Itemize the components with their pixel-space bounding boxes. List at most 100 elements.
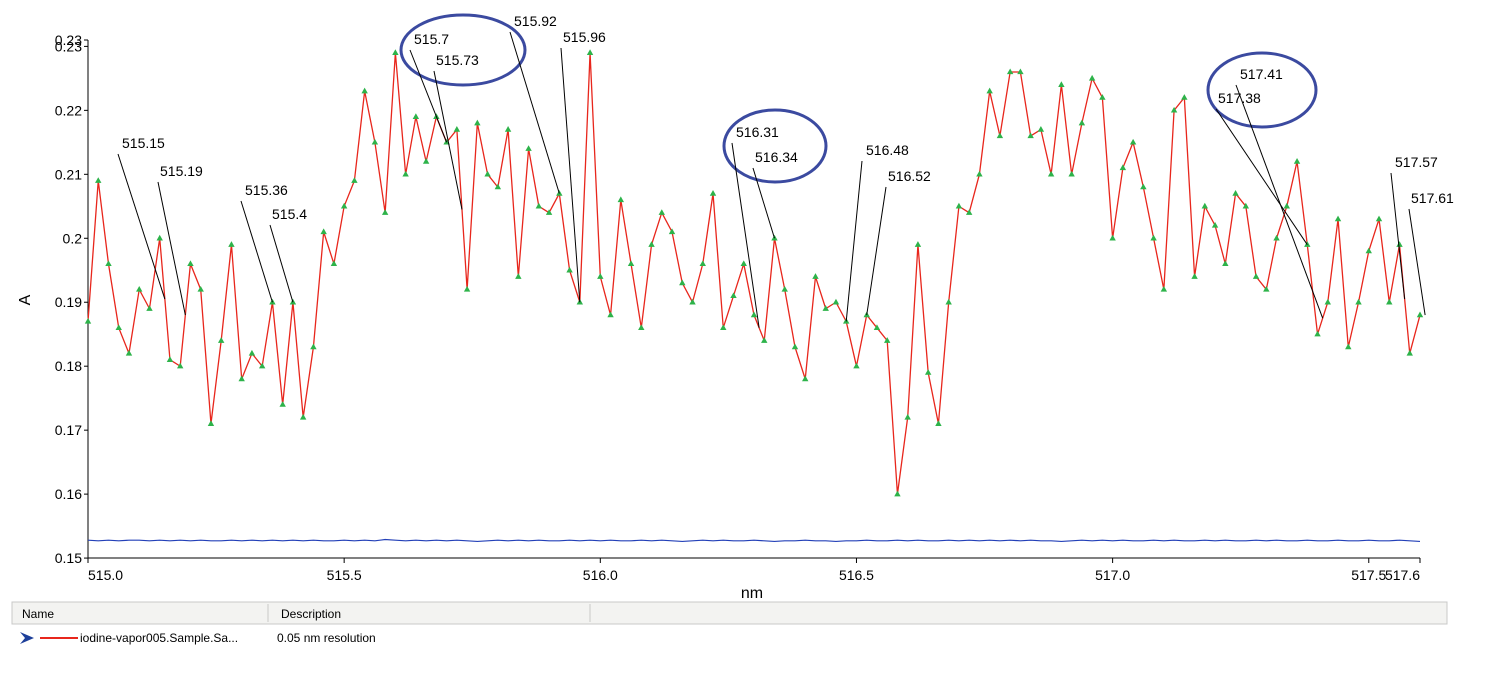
legend-header-name: Name [22,607,54,621]
data-marker [453,126,461,132]
annotation-leader [409,49,448,143]
annotation-label: 515.73 [436,52,479,68]
data-marker [1191,273,1198,279]
annotation-leader [731,142,760,328]
data-marker [976,170,983,177]
data-marker [330,260,338,267]
x-tick-label: 517.6 [1385,567,1420,583]
data-marker [627,260,635,267]
x-tick-label: 516.5 [839,567,874,583]
data-marker [1211,221,1219,228]
data-marker [648,241,655,247]
data-marker [945,298,952,305]
annotation-leader [433,70,463,210]
data-marker [166,356,174,363]
data-marker [474,119,481,126]
data-marker [904,413,911,420]
row-arrow-icon [20,632,34,644]
data-marker [463,285,471,292]
data-marker [392,49,399,55]
data-marker [1293,158,1301,164]
data-marker [597,273,604,279]
data-marker [566,266,573,273]
y-tick-label: 0.16 [55,486,82,502]
data-marker [894,490,901,497]
data-marker [351,177,358,183]
data-marker [924,369,932,375]
annotation-label: 515.36 [245,182,288,198]
legend-series-description: 0.05 nm resolution [277,631,376,645]
data-marker [1252,273,1260,279]
data-marker [1314,330,1321,337]
y-tick-label: 0.2 [63,230,83,246]
legend-header [11,601,1448,625]
data-marker [535,202,543,209]
data-marker [1140,183,1147,190]
legend-series-name[interactable]: iodine-vapor005.Sample.Sa... [80,631,238,645]
data-marker [258,362,266,369]
data-marker [228,241,235,247]
data-marker [1355,298,1362,305]
data-marker [1375,215,1383,222]
data-marker [422,158,430,164]
annotation-label: 516.52 [888,168,931,184]
data-marker [340,202,348,209]
data-marker [1334,215,1342,222]
annotation-leader [560,47,581,303]
data-marker [638,324,645,331]
annotation-leader [752,167,775,239]
data-marker [412,113,420,119]
data-marker [515,273,522,279]
data-marker [279,401,286,407]
data-marker [525,145,532,151]
data-marker [1129,138,1137,145]
data-marker [1345,343,1352,350]
data-marker [310,343,317,350]
annotation-leader [1235,84,1324,319]
data-marker [381,209,389,215]
y-tick-label: 0.22 [55,102,82,118]
data-marker [1078,119,1086,126]
annotation-leader [117,153,166,300]
data-marker [1283,202,1290,209]
x-tick-label: 516.0 [583,567,618,583]
data-marker [965,209,973,215]
y-tick-label: 0.19 [55,294,82,310]
data-marker [1047,170,1055,177]
data-marker [1088,74,1096,81]
data-marker [177,362,184,369]
data-marker [1263,285,1270,292]
data-marker [1006,68,1014,75]
data-marker [668,228,676,235]
annotation-label: 516.34 [755,149,798,165]
data-marker [720,324,727,331]
data-marker [197,285,204,292]
annotation-label: 515.15 [122,135,165,151]
data-marker [914,241,922,247]
data-marker [494,183,502,190]
data-marker [187,260,194,267]
data-marker [689,298,696,305]
data-marker [361,87,368,94]
data-marker [207,420,215,426]
annotation-label: 517.61 [1411,190,1454,206]
data-marker [935,420,942,426]
data-marker [709,190,717,196]
legend-header-description: Description [281,607,341,621]
data-marker [1396,241,1403,247]
y-tick-label: 0.17 [55,422,82,438]
annotation-leader [240,200,273,303]
data-marker [238,375,245,382]
data-marker [1324,298,1331,305]
data-marker [1099,94,1106,100]
data-marker [812,273,819,279]
annotation-label: 517.41 [1240,66,1283,82]
data-marker [125,349,133,356]
data-marker [781,285,788,292]
data-marker [586,49,594,55]
annotation-leader [1408,208,1426,316]
annotation-leader [1390,172,1406,300]
data-marker [504,126,512,132]
data-marker [1242,202,1250,209]
highlight-ellipse [399,13,527,87]
